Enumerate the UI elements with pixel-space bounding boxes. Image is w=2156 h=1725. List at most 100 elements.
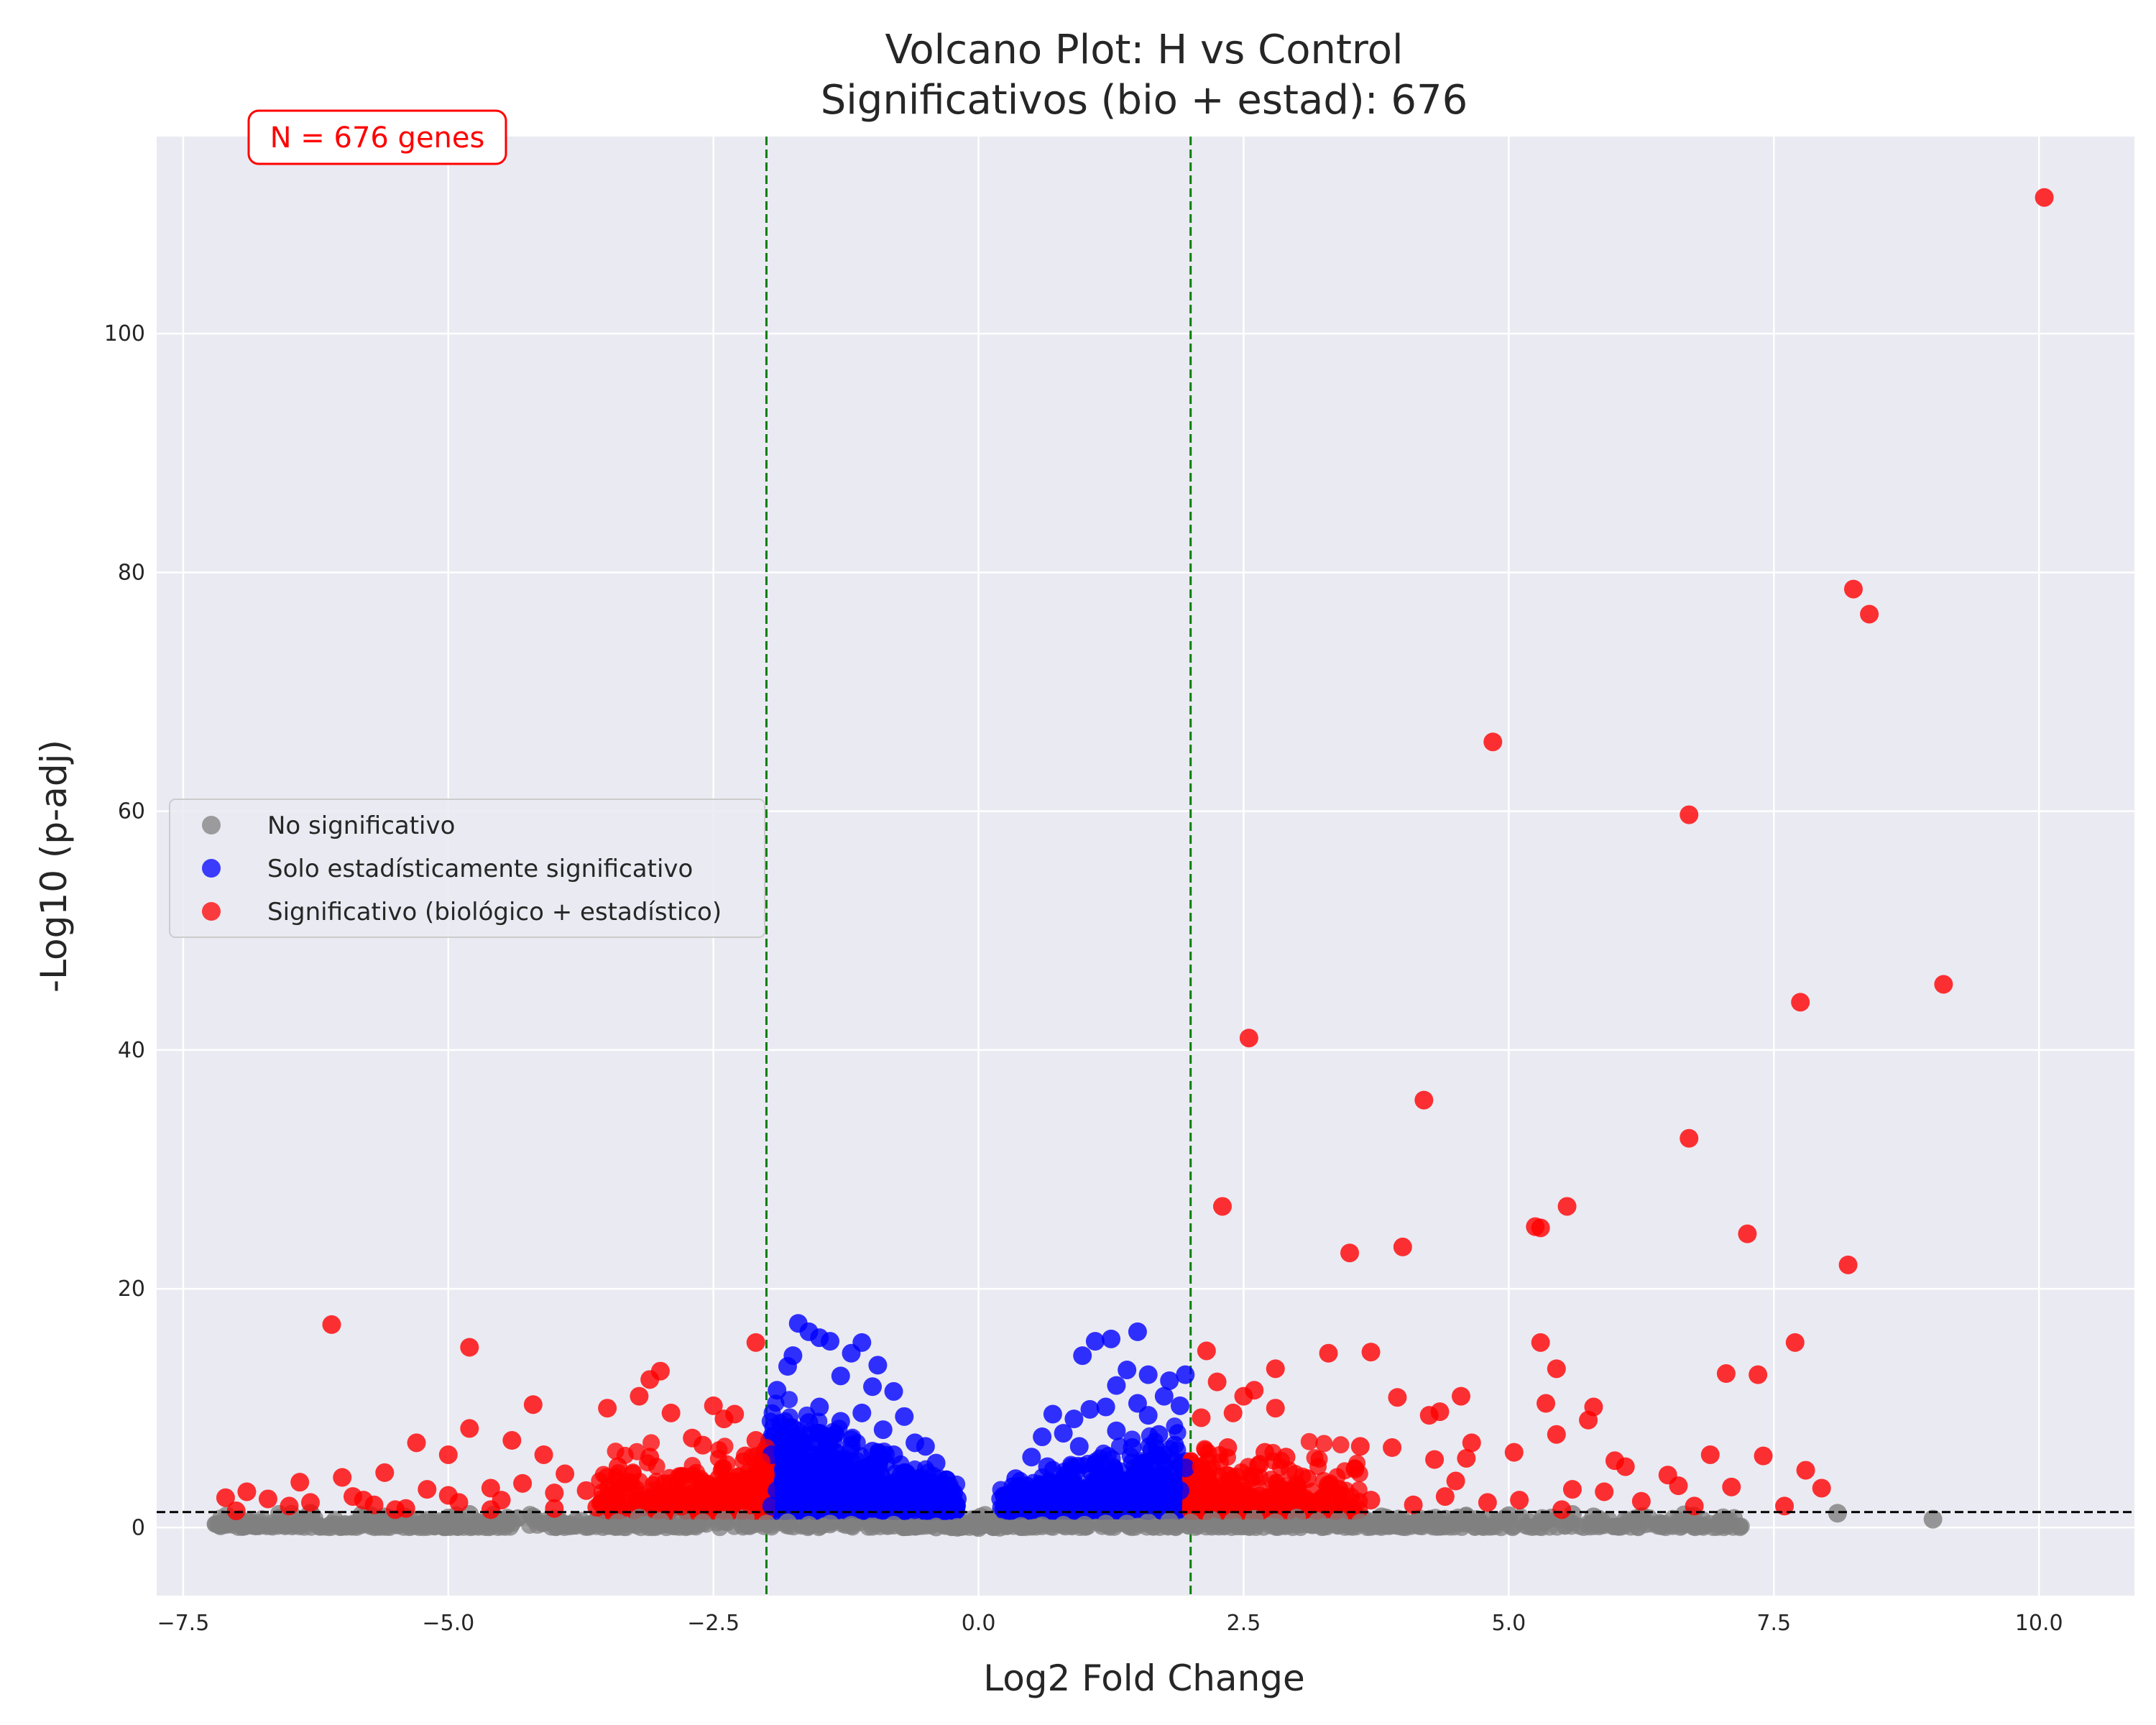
legend-marker xyxy=(202,859,221,878)
scatter-point xyxy=(1165,1435,1184,1455)
scatter-point xyxy=(799,1413,819,1432)
scatter-point xyxy=(407,1433,426,1453)
scatter-point xyxy=(1510,1491,1529,1510)
scatter-point xyxy=(1393,1237,1412,1256)
scatter-point xyxy=(1043,1404,1062,1424)
scatter-point xyxy=(1276,1448,1296,1467)
scatter-point xyxy=(752,1452,771,1471)
scatter-point xyxy=(1361,1343,1381,1362)
scatter-point xyxy=(710,1441,728,1459)
scatter-point xyxy=(1250,1455,1269,1474)
scatter-point xyxy=(1451,1386,1470,1406)
scatter-point xyxy=(831,1412,850,1431)
scatter-point xyxy=(746,1431,765,1450)
scatter-point xyxy=(481,1478,500,1498)
x-tick-label: 2.5 xyxy=(1227,1611,1261,1636)
scatter-point xyxy=(1197,1341,1216,1361)
scatter-point xyxy=(1202,1481,1222,1500)
scatter-point xyxy=(937,1470,957,1489)
scatter-point xyxy=(1404,1495,1423,1514)
scatter-point xyxy=(1138,1365,1158,1384)
scatter-point xyxy=(502,1431,522,1450)
scatter-point xyxy=(576,1481,596,1500)
scatter-point xyxy=(1828,1504,1847,1523)
scatter-point xyxy=(788,1426,808,1445)
scatter-point xyxy=(1796,1460,1815,1480)
scatter-point xyxy=(1064,1409,1084,1429)
scatter-point xyxy=(1054,1515,1073,1535)
scatter-point xyxy=(364,1495,384,1514)
scatter-point xyxy=(694,1473,712,1491)
scatter-point xyxy=(1075,1515,1095,1535)
x-tick-label: 10.0 xyxy=(2015,1611,2063,1636)
scatter-point xyxy=(1154,1386,1174,1406)
scatter-point xyxy=(1138,1513,1158,1532)
scatter-point xyxy=(1700,1445,1720,1464)
scatter-point xyxy=(1504,1443,1524,1462)
scatter-point xyxy=(1478,1493,1497,1512)
scatter-point xyxy=(1011,1517,1031,1536)
scatter-point xyxy=(438,1445,458,1464)
scatter-point xyxy=(778,1463,797,1482)
scatter-point xyxy=(842,1491,861,1510)
scatter-point xyxy=(1192,1408,1211,1427)
scatter-point xyxy=(1350,1437,1370,1456)
scatter-point xyxy=(799,1453,819,1473)
scatter-point xyxy=(1138,1495,1158,1514)
scatter-point xyxy=(556,1464,575,1484)
scatter-point xyxy=(1170,1396,1189,1415)
scatter-point xyxy=(1160,1371,1179,1390)
scatter-point xyxy=(808,1496,826,1514)
scatter-point xyxy=(1049,1498,1068,1517)
scatter-point xyxy=(1330,1511,1349,1530)
x-tick-label: 5.0 xyxy=(1492,1611,1526,1636)
scatter-point xyxy=(852,1403,872,1422)
scatter-point xyxy=(768,1381,787,1400)
scatter-point xyxy=(1027,1491,1046,1510)
scatter-point xyxy=(873,1481,893,1500)
scatter-point xyxy=(1138,1406,1158,1425)
scatter-point xyxy=(1680,1128,1699,1148)
scatter-point xyxy=(418,1480,437,1499)
legend-label: Solo estadísticamente significativo xyxy=(267,855,693,883)
scatter-point xyxy=(1239,1029,1258,1048)
scatter-point xyxy=(1388,1388,1407,1407)
scatter-point xyxy=(1457,1448,1476,1468)
scatter-point xyxy=(863,1377,883,1397)
scatter-point xyxy=(768,1481,787,1500)
scatter-point xyxy=(1584,1397,1603,1417)
y-tick-labels: 0 20 40 60 80 100 xyxy=(104,321,145,1540)
scatter-point xyxy=(1732,1517,1750,1535)
scatter-point xyxy=(1107,1376,1126,1395)
scatter-point xyxy=(1435,1487,1455,1506)
scatter-point xyxy=(587,1511,607,1530)
scatter-point xyxy=(1531,1333,1550,1352)
scatter-point xyxy=(1300,1432,1318,1450)
scatter-point xyxy=(895,1407,914,1426)
scatter-point xyxy=(418,1511,437,1530)
scatter-point xyxy=(218,1515,236,1533)
scatter-point xyxy=(821,1332,840,1351)
scatter-point xyxy=(513,1473,533,1493)
scatter-point xyxy=(545,1484,564,1503)
scatter-point xyxy=(1435,1509,1455,1529)
scatter-point xyxy=(1202,1511,1222,1530)
scatter-point xyxy=(778,1513,797,1532)
legend-label: Significativo (biológico + estadístico) xyxy=(267,898,722,926)
scatter-point xyxy=(1738,1224,1757,1243)
scatter-point xyxy=(1520,1513,1539,1532)
y-tick-label: 20 xyxy=(118,1276,145,1302)
scatter-point xyxy=(842,1435,861,1455)
scatter-point xyxy=(1693,1511,1711,1529)
scatter-point xyxy=(1547,1425,1566,1444)
scatter-point xyxy=(1223,1403,1243,1422)
scatter-point xyxy=(523,1507,543,1527)
scatter-point xyxy=(1749,1365,1768,1384)
scatter-point xyxy=(868,1356,888,1375)
scatter-point xyxy=(322,1315,341,1334)
scatter-point xyxy=(1276,1489,1296,1509)
scatter-point xyxy=(1187,1495,1206,1514)
scatter-point xyxy=(1319,1343,1338,1363)
scatter-point xyxy=(873,1420,893,1440)
scatter-point xyxy=(990,1517,1010,1537)
